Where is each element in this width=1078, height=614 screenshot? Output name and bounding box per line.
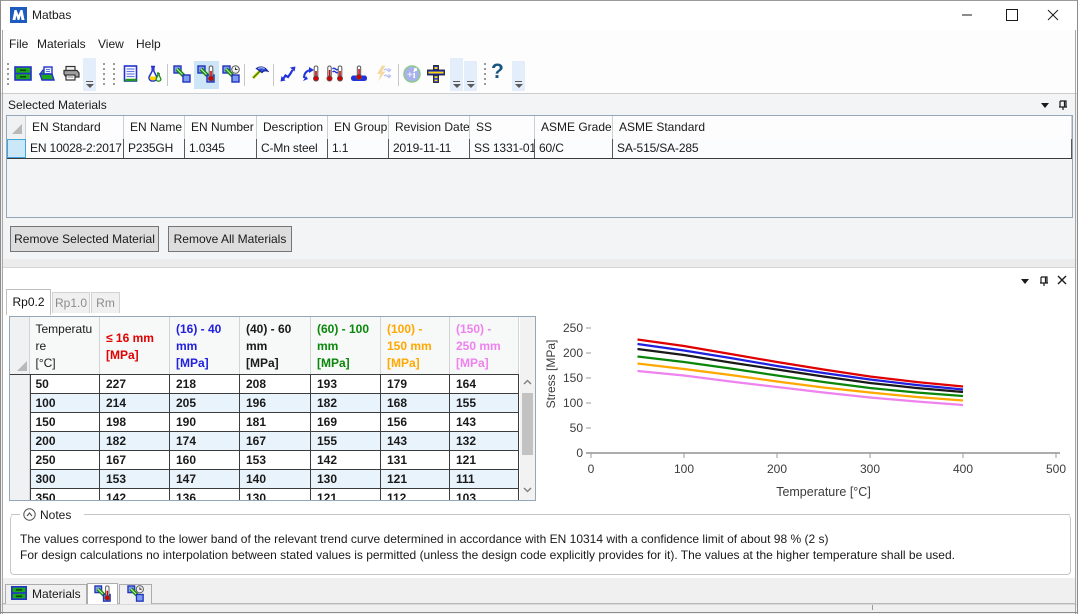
svg-text:Temperature [°C]: Temperature [°C] [776,485,871,499]
svg-text:100: 100 [674,462,694,476]
svg-text:0: 0 [588,462,595,476]
svg-text:200: 200 [563,346,583,360]
svg-text:300: 300 [860,462,880,476]
svg-text:50: 50 [570,421,584,435]
svg-text:500: 500 [1046,462,1066,476]
svg-text:150: 150 [563,371,583,385]
svg-text:200: 200 [767,462,787,476]
svg-text:400: 400 [953,462,973,476]
svg-text:+i: +i [407,70,416,81]
svg-text:100: 100 [563,396,583,410]
svg-text:250: 250 [563,321,583,335]
svg-text:0: 0 [576,446,583,460]
